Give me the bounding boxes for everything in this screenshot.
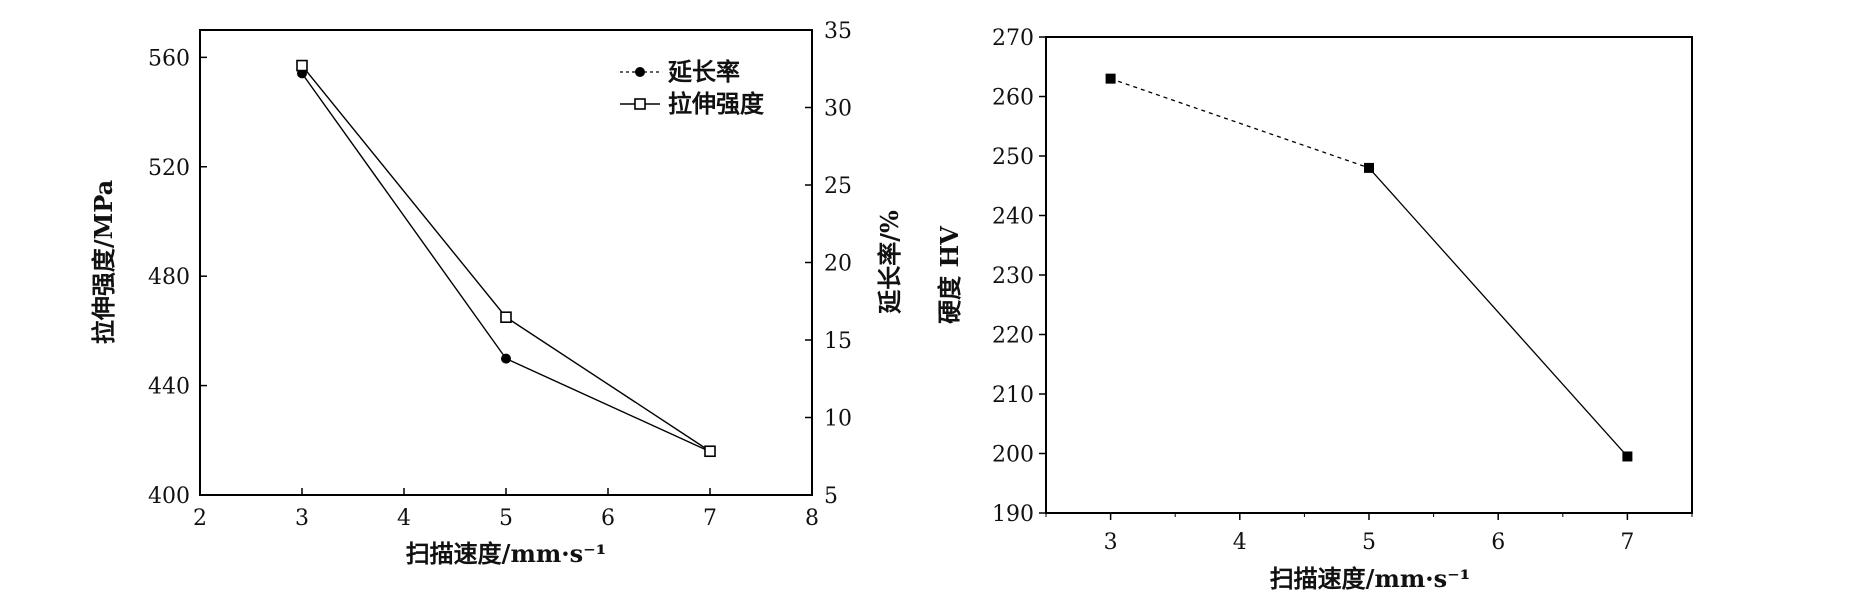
left-y2-tick-label: 5 [824,484,838,509]
left-chart: 2 3 4 5 6 7 8 400 440 480 520 560 5 10 15 20 25 30 35 扫描… [89,19,904,568]
left-y-tick-label: 480 [148,265,190,290]
left-y2-tick-label: 10 [824,407,852,432]
legend-marker-elongation [635,67,645,77]
left-x-ticks: 2 3 4 5 6 7 8 [193,488,819,531]
legend-marker-tensile [634,98,646,110]
left-y2-tick-label: 20 [824,252,852,277]
left-series [296,59,716,458]
elongation-point [501,353,511,364]
right-series [1105,73,1633,462]
left-y-tick-label: 520 [148,156,190,181]
left-y2-tick-label: 30 [824,97,852,122]
right-y-tick-label: 260 [992,86,1034,111]
right-y-tick-label: 240 [992,205,1034,230]
left-x-axis-label: 扫描速度/mm·s⁻¹ [406,539,607,568]
left-y-axis-label: 拉伸强度/MPa [89,180,118,344]
left-y2-axis-label: 延长率/% [875,210,904,315]
hardness-series-segment [1110,78,1370,169]
left-y2-tick-label: 35 [824,19,852,44]
legend-label-tensile: 拉伸强度 [668,89,765,118]
left-y2-tick-label: 15 [824,329,852,354]
tensile-series-line [301,65,711,452]
tensile-point [704,445,716,458]
hardness-series-segment [1368,167,1628,457]
right-y-tick-label: 220 [992,324,1034,349]
left-x-tick-label: 2 [193,506,207,531]
left-x-tick-label: 3 [295,506,309,531]
right-y-tick-label: 200 [992,443,1034,468]
right-x-tick-label: 5 [1362,530,1376,555]
left-x-tick-label: 6 [601,506,615,531]
right-x-ticks: 3 4 5 6 7 [1045,513,1693,555]
left-y-tick-label: 440 [148,375,190,400]
left-y-ticks: 400 440 480 520 560 [148,46,207,509]
right-y-tick-label: 210 [992,383,1034,408]
left-y2-ticks: 5 10 15 20 25 30 35 [805,19,852,509]
left-x-tick-label: 8 [805,506,819,531]
tensile-point [296,59,308,72]
right-plot-frame [1045,36,1693,514]
right-x-tick-label: 7 [1620,530,1634,555]
right-y-ticks: 190 200 210 220 230 240 250 260 270 [992,26,1046,527]
left-x-tick-label: 5 [499,506,513,531]
left-x-tick-label: 4 [397,506,411,531]
right-y-tick-label: 250 [992,145,1034,170]
legend-label-elongation: 延长率 [667,57,740,86]
right-y-tick-label: 270 [992,26,1034,51]
right-x-tick-label: 4 [1233,530,1247,555]
right-chart: 3 4 5 6 7 190 200 210 220 230 240 250 260 270 扫描速度/m… [935,26,1693,593]
hardness-point [1364,162,1374,173]
right-y-tick-label: 190 [992,502,1034,527]
right-y-tick-label: 230 [992,264,1034,289]
left-y2-tick-label: 25 [824,174,852,199]
right-x-tick-label: 6 [1491,530,1505,555]
legend: 延长率 拉伸强度 [620,57,765,118]
hardness-point [1622,451,1633,462]
left-y-tick-label: 400 [148,484,190,509]
hardness-point [1105,73,1116,84]
right-x-tick-label: 3 [1104,530,1118,555]
right-x-axis-label: 扫描速度/mm·s⁻¹ [1270,564,1471,593]
left-x-tick-label: 7 [703,506,717,531]
elongation-series-line [301,72,711,453]
tensile-point [500,311,512,324]
right-y-axis-label: 硬度 HV [935,226,964,324]
left-y-tick-label: 560 [148,46,190,71]
